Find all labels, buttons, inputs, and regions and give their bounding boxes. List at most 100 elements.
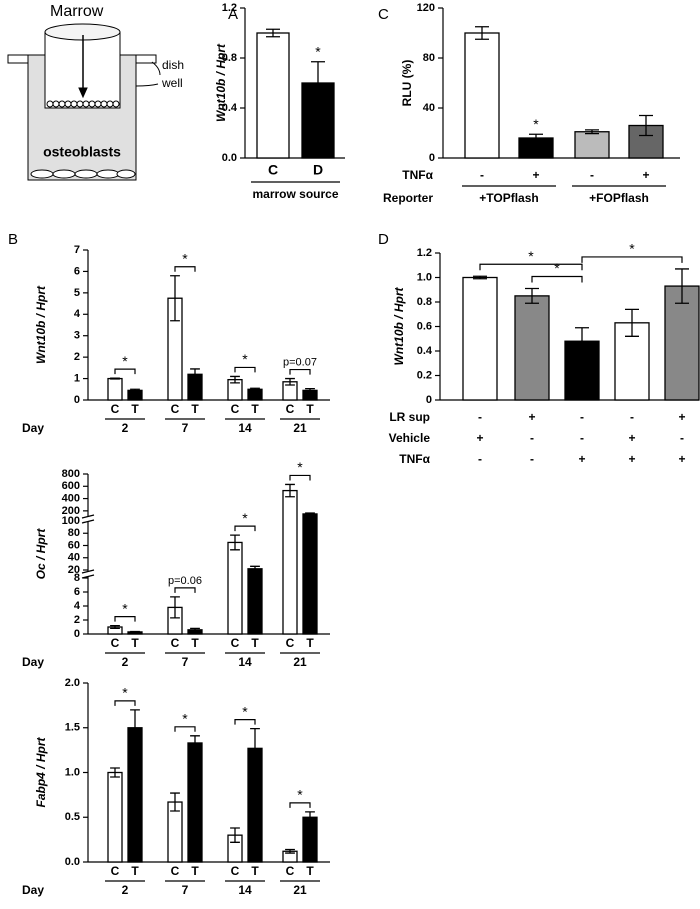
x-tick-label: C bbox=[268, 162, 278, 178]
y-tick-label: 20 bbox=[68, 564, 80, 576]
x-tick-label: C bbox=[286, 402, 295, 416]
annotation: * bbox=[242, 510, 248, 526]
group-title: Day bbox=[22, 883, 44, 897]
bracket bbox=[114, 368, 136, 375]
annotation: * bbox=[315, 43, 321, 59]
y-axis-label: RLU (%) bbox=[400, 60, 414, 107]
y-tick-label: 4 bbox=[74, 308, 81, 320]
row-value: - bbox=[590, 168, 594, 182]
annotation: * bbox=[554, 260, 560, 276]
y-tick-label: 2 bbox=[74, 351, 80, 363]
error-bar bbox=[250, 727, 260, 769]
pointer bbox=[151, 61, 161, 76]
group-title: Day bbox=[22, 421, 44, 435]
axis-break bbox=[82, 571, 94, 577]
y-tick-label: 600 bbox=[62, 480, 80, 492]
row-label: TNFα bbox=[399, 452, 430, 466]
error-bar bbox=[230, 375, 240, 384]
row-value: + bbox=[678, 452, 685, 466]
y-axis-label: Wnt10b / Hprt bbox=[214, 43, 228, 122]
bracket bbox=[479, 263, 583, 271]
y-tick-label: 1.2 bbox=[222, 2, 237, 14]
x-tick-label: T bbox=[191, 636, 199, 650]
row-value: + bbox=[532, 168, 539, 182]
error-bar bbox=[305, 512, 315, 516]
x-tick-label: T bbox=[131, 636, 139, 650]
x-tick-label: C bbox=[171, 864, 180, 878]
x-tick-label: C bbox=[286, 864, 295, 878]
group-label: 2 bbox=[122, 421, 129, 435]
row-value: - bbox=[530, 452, 534, 466]
bracket bbox=[289, 474, 311, 481]
error-bar bbox=[250, 565, 260, 572]
annotation: * bbox=[122, 600, 128, 616]
error-bar bbox=[285, 377, 295, 386]
y-axis-label: Wnt10b / Hprt bbox=[34, 285, 48, 364]
annotation: p=0.07 bbox=[283, 356, 317, 368]
y-tick-label: 0.4 bbox=[222, 102, 238, 114]
bar bbox=[227, 541, 243, 635]
y-tick-label: 0 bbox=[429, 152, 435, 164]
error-bar bbox=[675, 268, 689, 304]
x-tick-label: T bbox=[191, 402, 199, 416]
error-bar bbox=[285, 483, 295, 498]
x-tick-label: T bbox=[131, 402, 139, 416]
annotation: * bbox=[182, 250, 188, 266]
row-value: - bbox=[478, 410, 482, 424]
error-bar bbox=[305, 811, 315, 824]
axis-break-mark bbox=[81, 569, 95, 574]
bar bbox=[256, 32, 290, 159]
error-bar bbox=[250, 387, 260, 392]
x-tick-label: C bbox=[171, 636, 180, 650]
x-tick-label: T bbox=[131, 864, 139, 878]
bracket bbox=[174, 587, 196, 593]
annotation: * bbox=[122, 353, 128, 369]
panel-label: A bbox=[228, 6, 238, 23]
y-tick-label: 5 bbox=[74, 287, 80, 299]
y-tick-label: 0 bbox=[74, 394, 80, 406]
row-value: - bbox=[478, 452, 482, 466]
x-tick-label: T bbox=[306, 402, 314, 416]
y-tick-label: 800 bbox=[62, 468, 80, 480]
y-tick-label: 0.5 bbox=[65, 811, 80, 823]
panel-label: D bbox=[378, 231, 389, 248]
error-bar bbox=[190, 735, 200, 751]
panel-label: C bbox=[378, 6, 389, 23]
annotation: * bbox=[533, 116, 539, 132]
y-tick-label: 40 bbox=[423, 102, 435, 114]
y-tick-label: 80 bbox=[68, 527, 80, 539]
row-value: - bbox=[580, 431, 584, 445]
y-tick-label: 2 bbox=[74, 614, 80, 626]
y-tick-label: 0.8 bbox=[222, 52, 237, 64]
bar bbox=[107, 771, 123, 863]
bracket bbox=[174, 266, 196, 272]
y-tick-label: 0.4 bbox=[417, 345, 433, 357]
annotation: * bbox=[297, 787, 303, 803]
annotation: * bbox=[528, 248, 534, 264]
x-axis-label: marrow source bbox=[252, 187, 338, 201]
error-bar bbox=[529, 133, 543, 143]
group-label: 2 bbox=[122, 883, 129, 897]
group-label: 21 bbox=[293, 421, 307, 435]
y-tick-label: 40 bbox=[68, 552, 80, 564]
row-value: - bbox=[530, 431, 534, 445]
error-bar bbox=[311, 61, 325, 105]
x-tick-label: C bbox=[286, 636, 295, 650]
group-label: 21 bbox=[293, 883, 307, 897]
group-title: Day bbox=[22, 655, 44, 669]
bracket bbox=[581, 256, 683, 263]
group-label: +FOPflash bbox=[589, 191, 649, 205]
y-tick-label: 3 bbox=[74, 330, 80, 342]
cells bbox=[46, 100, 120, 108]
bar bbox=[107, 377, 123, 401]
annotation: * bbox=[182, 711, 188, 727]
annotation: * bbox=[629, 241, 635, 257]
diagram-label: well bbox=[161, 76, 183, 90]
error-bar bbox=[305, 387, 315, 393]
group-label: 7 bbox=[182, 655, 189, 669]
row-value: + bbox=[628, 431, 635, 445]
axis-break-mark bbox=[81, 514, 95, 519]
error-bar bbox=[575, 327, 589, 356]
y-tick-label: 1 bbox=[74, 372, 80, 384]
